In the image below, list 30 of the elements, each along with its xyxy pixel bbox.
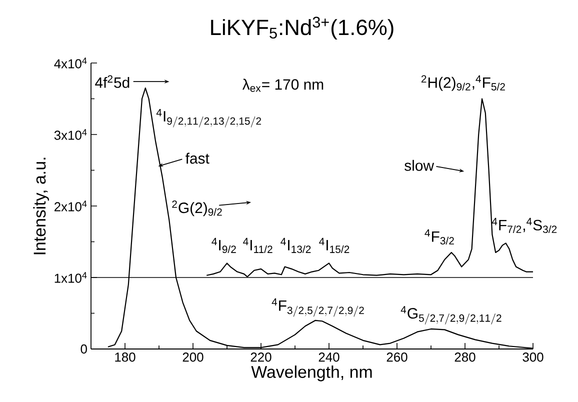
y-tick-label: 0 — [80, 344, 87, 354]
x-tick-label: 200 — [182, 352, 204, 362]
annotation: $\mathrm{^{4}I_{9/2,11/2,13/2,15/2}}$ — [156, 109, 262, 128]
annotation: fast — [186, 152, 210, 164]
x-tick-label: 180 — [115, 352, 136, 362]
annotation: slow — [404, 160, 434, 171]
annotation: 4f$^{2}$5d — [95, 75, 130, 88]
x-tick-label: 260 — [386, 352, 408, 362]
y-tick-label: 3x10$^{4}$ — [54, 129, 87, 140]
annotation: $\mathrm{^{4}F_{3/2,5/2,7/2,9/2}}$ — [272, 298, 364, 317]
annotation: λ$_{ex}$= 170 nm — [242, 78, 324, 92]
x-tick-label: 220 — [250, 352, 272, 362]
x-axis-title: Wavelength, nm — [251, 366, 372, 382]
chart-title: LiKYF$_{5}$:Nd$^{3+}$(1.6%) — [211, 16, 394, 40]
x-tick-label: 300 — [522, 352, 544, 362]
annotation: $^{2}$H(2)$_{9/2}$,$^{4}$F$_{5/2}$ — [421, 75, 505, 91]
annotation: $^{2}$G(2)$_{9/2}$ — [172, 200, 222, 216]
annotation: $^{4}$F$_{3/2}$ — [424, 229, 454, 244]
x-tick-label: 240 — [318, 352, 340, 362]
annotation: $^{4}$I$_{15/2}$ — [319, 238, 350, 254]
annotation: $^{4}$F$_{7/2}$,$^{4}$S$_{3/2}$ — [492, 218, 557, 234]
y-tick-label: 4x10$^{4}$ — [54, 58, 87, 68]
y-axis-title: Intensity, a.u. — [33, 158, 50, 254]
y-tick-label: 2x10$^{4}$ — [54, 200, 87, 212]
annotation: $^{4}$I$_{13/2}$ — [280, 238, 311, 254]
annotation: $^{4}$I$_{9/2}$ — [212, 238, 236, 254]
y-tick-label: 1x10$^{4}$ — [54, 272, 87, 283]
annotation: $\mathrm{^{4}G_{5/2,7/2,9/2,11/2}}$ — [400, 306, 502, 324]
x-tick-label: 280 — [454, 352, 476, 362]
annotation: $^{4}$I$_{11/2}$ — [243, 238, 272, 254]
